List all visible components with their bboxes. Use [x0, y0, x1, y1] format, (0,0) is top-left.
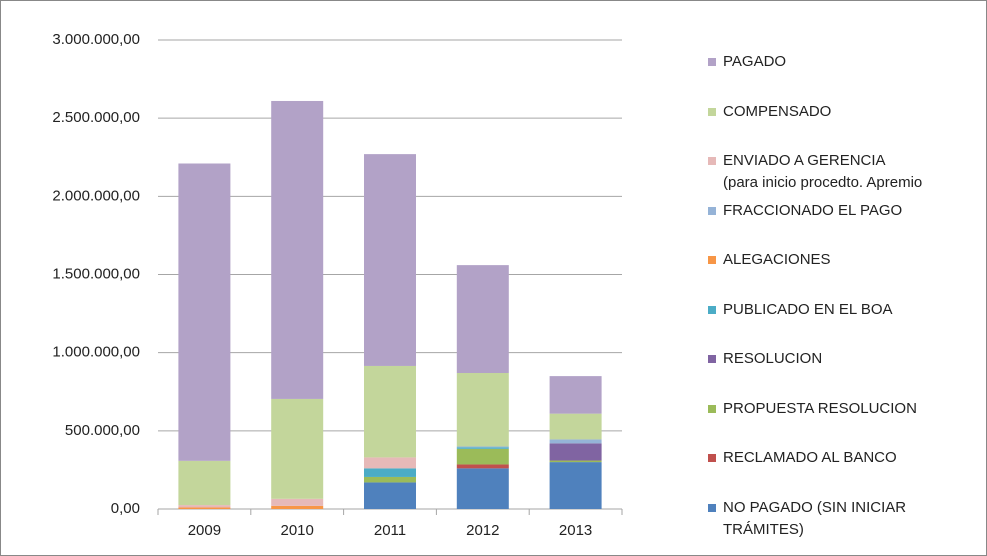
legend-label: PROPUESTA RESOLUCION [723, 399, 917, 417]
bar-segment [549, 413, 602, 440]
x-tick-label: 2012 [466, 522, 499, 539]
legend-swatch [708, 404, 716, 413]
legend-swatch [708, 454, 716, 462]
bar-segment [456, 448, 509, 465]
bar-segment [364, 476, 416, 483]
legend-swatch [708, 503, 716, 512]
x-tick-label: 2010 [281, 522, 314, 539]
y-tick-label: 2.500.000,00 [52, 109, 140, 126]
bar-segment [549, 439, 602, 444]
y-tick-label: 500.000,00 [65, 422, 140, 439]
bar-segment [178, 505, 231, 508]
bar-segment [549, 443, 602, 461]
legend-swatch [708, 355, 716, 363]
bar-segment [549, 462, 602, 509]
legend-swatch [708, 256, 716, 264]
legend-label: ALEGACIONES [723, 251, 831, 268]
legend-swatch [708, 305, 716, 314]
legend-label: RESOLUCION [723, 350, 823, 367]
bar-segment [271, 505, 324, 509]
legend-label: PUBLICADO EN EL BOA [723, 300, 893, 318]
bar-segment [364, 365, 416, 458]
bar-segment [364, 154, 416, 366]
legend-label: RECLAMADO AL BANCO [723, 449, 897, 466]
y-tick-label: 3.000.000,00 [52, 31, 140, 48]
legend-swatch [708, 58, 716, 66]
bar-segment [178, 507, 231, 509]
legend-swatch [708, 157, 716, 165]
y-tick-label: 2.000.000,00 [52, 187, 140, 204]
bar-segment [456, 446, 509, 448]
x-tick-label: 2011 [374, 522, 406, 539]
bar-segment [364, 482, 416, 509]
legend-label: ENVIADO A GERENCIA (para inicio procedto… [723, 152, 923, 191]
bar-segment [364, 457, 416, 469]
bar-segment [271, 398, 324, 499]
y-tick-label: 1.500.000,00 [52, 265, 140, 282]
y-tick-label: 1.000.000,00 [52, 344, 140, 361]
bar-segment [456, 468, 509, 509]
bar-segment [271, 498, 324, 506]
x-tick-label: 2013 [559, 522, 592, 539]
legend-swatch [708, 206, 716, 215]
y-tick-label: 0,00 [111, 500, 140, 517]
legend-label: FRACCIONADO EL PAGO [723, 201, 903, 219]
bar-segment [178, 163, 231, 461]
legend-label: NO PAGADO (SIN INICIAR TRÁMITES) [723, 498, 907, 538]
bar-segment [178, 460, 231, 506]
bar-segment [456, 372, 509, 447]
bar-segment [456, 265, 509, 373]
legend-label: COMPENSADO [723, 102, 832, 120]
bar-segment [456, 447, 509, 449]
bar-segment [271, 100, 324, 399]
legend-swatch [708, 107, 716, 116]
bar-segment [456, 464, 509, 469]
x-tick-label: 2009 [188, 522, 221, 539]
bar-segment [549, 376, 602, 414]
bar-segment [549, 460, 602, 463]
legend-label: PAGADO [723, 53, 787, 70]
bar-segment [364, 468, 416, 477]
